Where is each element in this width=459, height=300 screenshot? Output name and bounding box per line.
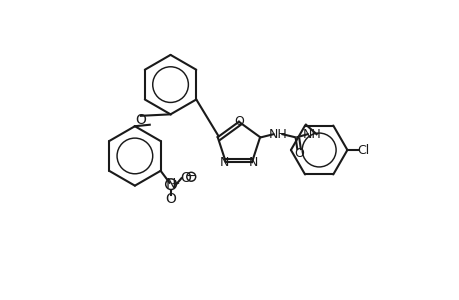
Text: O: O	[135, 113, 146, 127]
Text: N: N	[248, 156, 257, 169]
Text: −: −	[185, 170, 196, 183]
Text: NH: NH	[302, 128, 321, 141]
Text: O: O	[180, 171, 191, 185]
Text: NH: NH	[268, 128, 287, 141]
Text: O: O	[165, 192, 176, 206]
Text: +: +	[170, 179, 180, 189]
Text: O: O	[234, 115, 243, 128]
Text: O: O	[293, 147, 303, 160]
Text: N: N	[166, 177, 176, 191]
Text: Cl: Cl	[357, 143, 369, 157]
Text: N: N	[219, 156, 229, 169]
